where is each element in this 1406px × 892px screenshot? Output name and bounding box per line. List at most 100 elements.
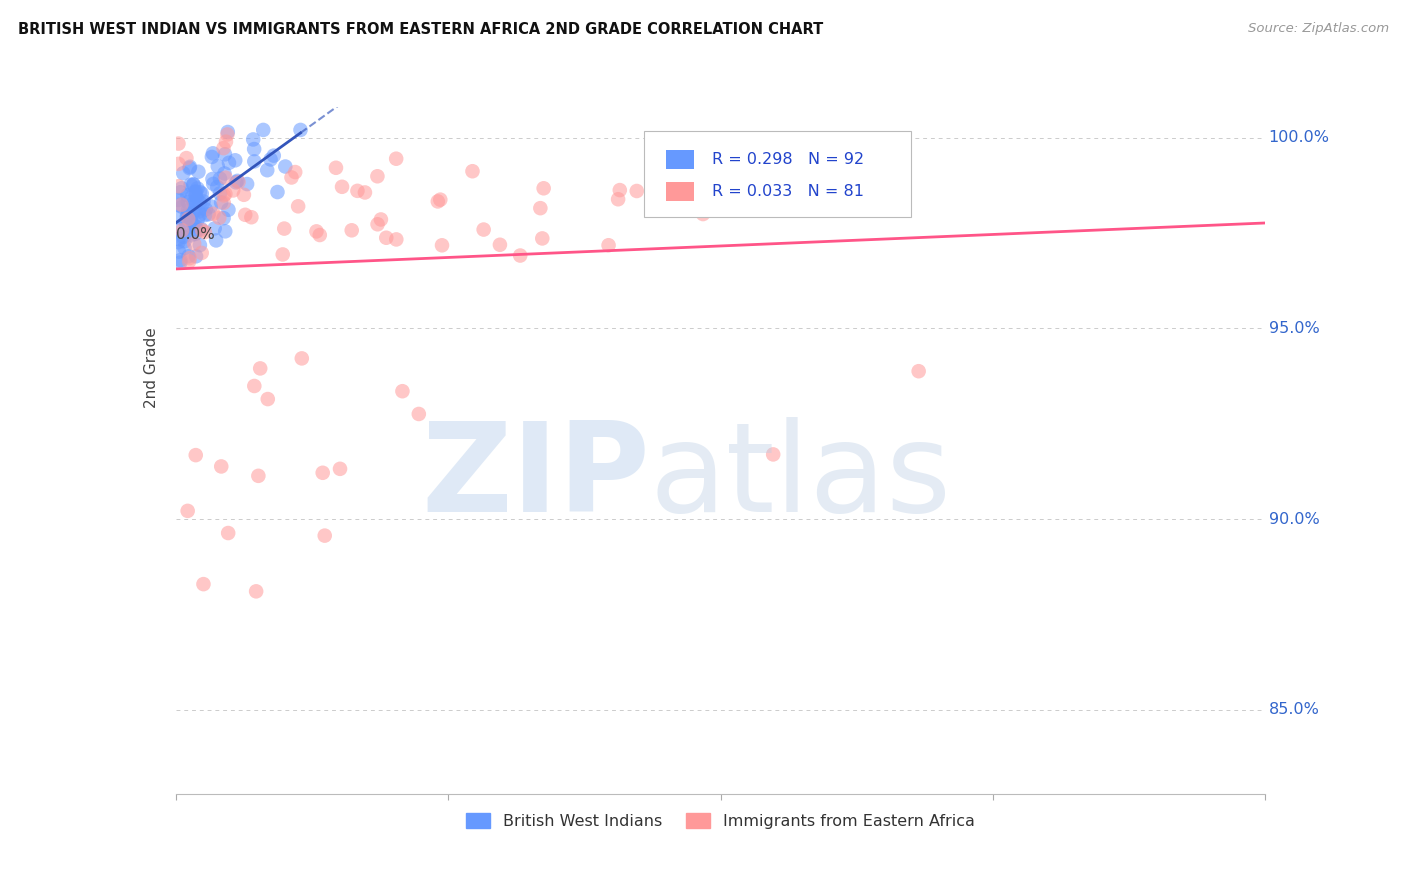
Text: 2nd Grade: 2nd Grade [145, 327, 159, 409]
Text: 100.0%: 100.0% [1268, 130, 1330, 145]
Text: 0.0%: 0.0% [176, 227, 215, 243]
Point [247, 468, 270, 483]
Point [205, 234, 228, 248]
Point [531, 231, 554, 245]
Point [375, 231, 398, 245]
Text: Source: ZipAtlas.com: Source: ZipAtlas.com [1249, 22, 1389, 36]
Point [173, 241, 195, 255]
Point [236, 177, 259, 191]
Point [533, 181, 555, 195]
Point [209, 459, 232, 474]
Point [187, 165, 209, 179]
Point [180, 191, 202, 205]
Point [274, 160, 297, 174]
Point [245, 584, 267, 599]
Point [472, 222, 495, 236]
Point [181, 206, 204, 220]
Point [217, 125, 239, 139]
Point [167, 157, 190, 171]
Point [183, 185, 205, 199]
Point [762, 447, 785, 461]
Point [226, 174, 249, 188]
Point [256, 163, 278, 178]
Point [907, 364, 929, 378]
Point [188, 185, 211, 199]
Point [509, 248, 531, 262]
Point [212, 211, 235, 226]
Point [191, 223, 214, 237]
Point [190, 246, 212, 260]
Point [312, 466, 335, 480]
Point [186, 223, 208, 237]
Point [222, 183, 245, 197]
Point [263, 148, 285, 162]
Point [225, 175, 247, 189]
Text: R = 0.033   N = 81: R = 0.033 N = 81 [711, 184, 863, 199]
Point [180, 213, 202, 227]
Point [188, 195, 211, 210]
Point [197, 207, 219, 221]
Point [193, 577, 215, 591]
Point [170, 181, 193, 195]
Point [167, 232, 190, 246]
Point [692, 207, 714, 221]
Text: atlas: atlas [650, 417, 952, 539]
Point [180, 228, 202, 243]
Point [730, 202, 752, 217]
Point [179, 254, 201, 268]
Point [167, 235, 190, 249]
Point [184, 249, 207, 263]
Point [167, 193, 190, 207]
Point [176, 221, 198, 235]
Text: 85.0%: 85.0% [1268, 702, 1320, 717]
Point [188, 208, 211, 222]
Point [354, 186, 377, 200]
Point [598, 238, 620, 252]
Point [183, 236, 205, 251]
Point [176, 151, 198, 165]
Text: 95.0%: 95.0% [1268, 321, 1319, 336]
Point [180, 178, 202, 192]
Point [184, 185, 207, 199]
Point [529, 201, 551, 215]
Point [193, 194, 215, 209]
Point [184, 219, 207, 234]
Point [167, 211, 190, 225]
Point [329, 462, 352, 476]
Point [186, 197, 208, 211]
Point [169, 253, 191, 268]
Point [179, 160, 201, 174]
Point [194, 208, 217, 222]
Point [208, 211, 231, 225]
Point [202, 207, 225, 221]
Point [188, 238, 211, 252]
Point [214, 186, 236, 201]
Point [194, 202, 217, 217]
Point [167, 244, 190, 259]
Point [181, 178, 204, 192]
Point [200, 199, 222, 213]
Point [214, 224, 236, 238]
Point [179, 161, 201, 175]
Point [426, 194, 449, 209]
Point [172, 166, 194, 180]
Point [243, 142, 266, 156]
Point [167, 179, 190, 194]
Point [217, 202, 239, 217]
Point [169, 186, 191, 200]
Point [167, 198, 190, 212]
Point [184, 448, 207, 462]
Point [179, 251, 201, 265]
Point [170, 197, 193, 211]
Point [385, 232, 408, 246]
Point [346, 184, 368, 198]
Point [184, 203, 207, 218]
Point [609, 183, 631, 197]
Point [190, 222, 212, 236]
Point [215, 135, 238, 149]
Point [217, 128, 239, 142]
Point [271, 247, 294, 261]
Point [184, 188, 207, 202]
Point [287, 199, 309, 213]
Point [209, 195, 232, 210]
